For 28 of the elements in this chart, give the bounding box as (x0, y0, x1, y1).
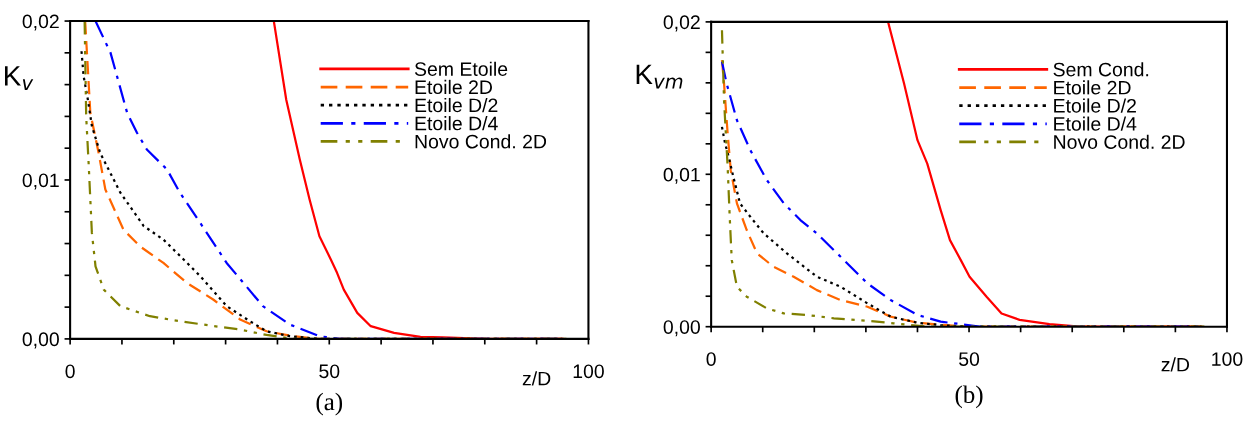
y-tick-label: 0,02 (663, 15, 700, 32)
legend-label: Sem Cond. (1053, 62, 1149, 77)
legend-label: Etoile 2D (415, 79, 492, 95)
y-tick-label: 0,01 (663, 167, 700, 184)
text: (a) (316, 392, 343, 416)
legend-label: Etoile 2D (1054, 80, 1131, 95)
legend-label: Sem Etoile (414, 61, 508, 76)
x-tick-label: 0 (706, 352, 716, 366)
y-axis-title: K$_{vm}$ (636, 64, 683, 89)
x-tick-label: 100 (573, 364, 604, 379)
y-tick-label: 0,00 (22, 332, 59, 349)
text: (b) (955, 385, 983, 409)
legend-label: Etoile D/2 (1054, 98, 1136, 113)
x-tick-label: 0 (65, 364, 75, 379)
y-tick-label: 0,01 (22, 173, 59, 190)
x-axis-title: z/D (522, 371, 551, 386)
legend-label: Novo Cond. 2D (415, 134, 547, 149)
legend-label: Etoile D/2 (415, 97, 498, 113)
x-tick-label: 50 (319, 364, 340, 379)
legend-label: Etoile D/4 (1054, 116, 1137, 131)
y-tick-label: 0,00 (663, 320, 700, 337)
y-axis-title: K$_{v}$ (5, 66, 34, 90)
x-tick-label: 100 (1212, 352, 1243, 366)
x-axis-title: z/D (1161, 357, 1190, 372)
x-tick-label: 50 (959, 352, 980, 366)
y-tick-label: 0,02 (22, 14, 59, 31)
legend-label: Novo Cond. 2D (1054, 134, 1185, 149)
legend-label: Etoile D/4 (415, 116, 498, 131)
